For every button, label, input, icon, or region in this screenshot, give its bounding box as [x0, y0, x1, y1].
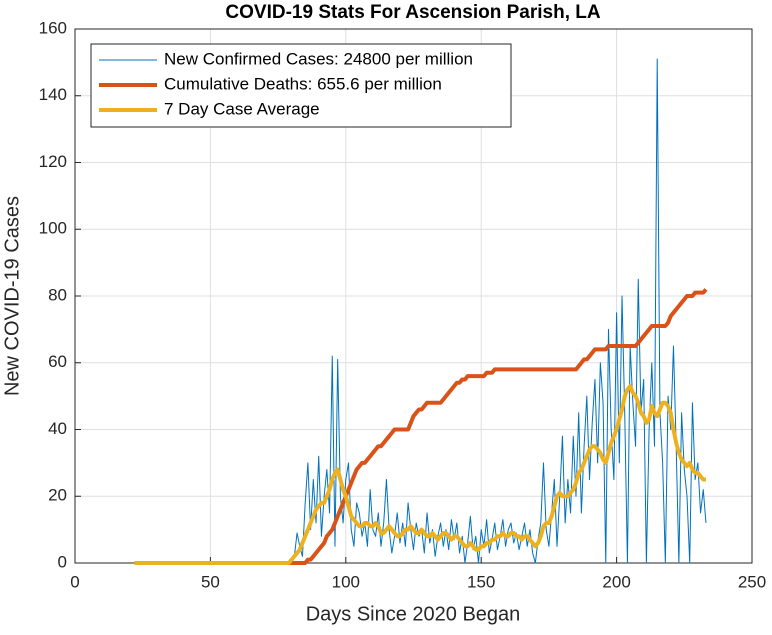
x-tick-label: 250	[738, 572, 766, 591]
y-tick-label: 140	[39, 85, 67, 104]
plot-frame	[74, 28, 753, 564]
legend-label: 7 Day Case Average	[164, 99, 320, 118]
y-tick-label: 0	[58, 552, 67, 571]
legend: New Confirmed Cases: 24800 per million Cu…	[90, 43, 512, 128]
y-tick-label: 60	[48, 352, 67, 371]
y-tick-label: 120	[39, 152, 67, 171]
y-tick-label: 20	[48, 486, 67, 505]
chart-title: COVID-19 Stats For Ascension Parish, LA	[225, 2, 600, 23]
x-tick-label: 50	[201, 572, 220, 591]
y-tick-label: 100	[39, 219, 67, 238]
legend-label: Cumulative Deaths: 655.6 per million	[164, 74, 442, 93]
x-tick-label: 100	[332, 572, 360, 591]
y-tick-label: 40	[48, 419, 67, 438]
y-tick-label: 160	[39, 18, 67, 37]
series-line	[134, 384, 706, 565]
y-tick-label: 80	[48, 285, 67, 304]
x-axis-label: Days Since 2020 Began	[306, 603, 521, 625]
x-tick-label: 0	[70, 572, 79, 591]
legend-label: New Confirmed Cases: 24800 per million	[164, 49, 473, 68]
x-tick-label: 200	[602, 572, 630, 591]
x-tick-label: 150	[467, 572, 495, 591]
legend-box	[90, 43, 512, 128]
y-axis-label: New COVID-19 Cases	[1, 196, 23, 396]
